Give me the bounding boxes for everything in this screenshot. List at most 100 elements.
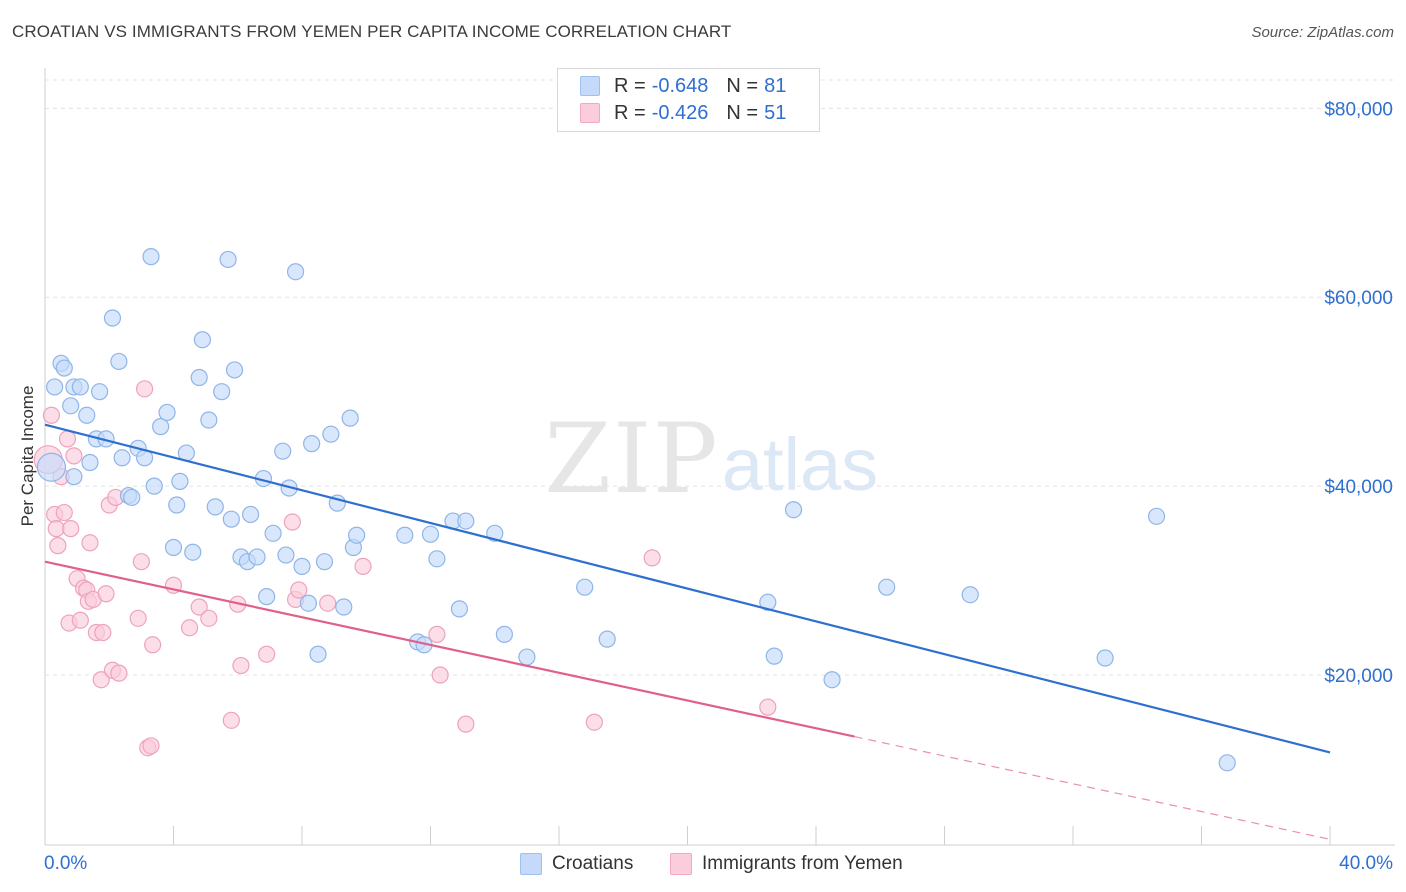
legend-label: Immigrants from Yemen — [702, 853, 903, 874]
data-point — [765, 647, 783, 665]
bottom-legend-croatians[interactable]: Croatians — [520, 851, 633, 877]
data-point — [65, 447, 83, 465]
watermark: ZIP atlas — [544, 403, 878, 515]
data-point — [129, 609, 147, 627]
data-point — [145, 477, 163, 495]
legend-swatch-blue — [520, 853, 542, 875]
legend-r-label: R = — [614, 101, 646, 124]
data-point — [94, 623, 112, 642]
trend-lines — [44, 423, 1331, 840]
data-point — [759, 698, 777, 716]
data-point — [283, 513, 301, 531]
data-point — [784, 501, 803, 519]
data-point — [286, 263, 305, 281]
correlation-legend: R = -0.648 N = 81 R = -0.426 N = 51 — [557, 68, 820, 132]
data-point — [961, 586, 979, 604]
data-point — [450, 600, 469, 618]
data-point — [293, 557, 311, 575]
data-point — [643, 549, 661, 567]
data-point — [1147, 507, 1166, 525]
data-point — [495, 625, 513, 643]
data-point — [428, 550, 446, 568]
data-point — [335, 598, 353, 616]
data-point — [164, 538, 183, 557]
data-point — [322, 425, 340, 443]
data-point — [168, 496, 186, 514]
y-tick-label: $80,000 — [1324, 99, 1393, 120]
trend-line-extension — [854, 736, 1331, 840]
watermark-atlas: atlas — [722, 423, 878, 506]
data-point — [81, 453, 99, 472]
data-point — [184, 543, 202, 561]
data-point — [158, 403, 176, 422]
data-point — [264, 524, 282, 542]
legend-r-value: -0.648 — [651, 74, 709, 97]
data-point — [206, 498, 224, 516]
data-point — [457, 715, 475, 733]
data-point — [348, 526, 366, 544]
data-point — [303, 435, 321, 453]
legend-swatch-pink — [670, 853, 692, 875]
data-point — [457, 512, 475, 530]
data-point — [55, 503, 73, 522]
bottom-legend-yemen[interactable]: Immigrants from Yemen — [670, 851, 903, 877]
trend-line — [44, 423, 1331, 754]
data-point — [144, 636, 162, 654]
y-tick-label: $40,000 — [1324, 477, 1393, 498]
data-point — [180, 619, 199, 637]
data-point — [274, 442, 292, 460]
data-point — [113, 449, 131, 467]
data-point — [142, 248, 160, 266]
legend-n-value: 51 — [764, 101, 787, 124]
data-point — [258, 588, 276, 606]
tick-labels: $20,000 $40,000 $60,000 $80,000 0.0% 40.0% — [44, 99, 1393, 874]
trend-line — [44, 560, 855, 738]
data-point — [42, 406, 61, 424]
chart-title: CROATIAN VS IMMIGRANTS FROM YEMEN PER CA… — [12, 22, 732, 41]
data-point — [92, 671, 110, 689]
data-point — [258, 645, 276, 663]
data-point — [341, 409, 359, 427]
data-point — [55, 359, 73, 377]
data-point — [576, 578, 594, 596]
data-point — [71, 378, 89, 396]
legend-n-label: N = — [726, 74, 759, 97]
data-point — [299, 594, 318, 612]
data-point — [103, 309, 122, 327]
data-point — [396, 526, 414, 544]
legend-n-label: N = — [726, 101, 759, 124]
data-point — [431, 666, 449, 684]
data-point — [152, 418, 170, 436]
x-tick-label: 0.0% — [44, 853, 87, 874]
data-point — [110, 352, 128, 371]
data-point — [62, 397, 80, 415]
legend-swatch-pink — [580, 103, 600, 123]
y-tick-label: $60,000 — [1324, 288, 1393, 309]
data-point — [290, 581, 308, 599]
data-point — [78, 406, 96, 424]
data-point — [65, 468, 83, 486]
data-point — [200, 411, 218, 429]
data-point — [277, 546, 295, 564]
source-label: Source: ZipAtlas.com — [1251, 24, 1394, 41]
data-point — [878, 578, 896, 596]
data-point — [49, 537, 67, 555]
data-point — [58, 430, 77, 448]
data-point — [91, 383, 109, 401]
data-point — [1218, 754, 1236, 772]
y-axis-label: Per Capita Income — [18, 386, 37, 527]
data-point — [319, 594, 337, 612]
data-point — [222, 711, 240, 729]
data-point — [759, 593, 777, 611]
legend-r-value: -0.426 — [651, 101, 709, 124]
data-point — [132, 553, 150, 571]
data-point — [219, 250, 237, 269]
data-point — [225, 361, 244, 379]
data-point — [1096, 649, 1114, 667]
legend-row-yemen: R = -0.426 N = 51 — [580, 100, 786, 126]
data-point — [190, 368, 208, 387]
data-point — [428, 625, 446, 643]
data-point — [47, 520, 65, 538]
data-point — [36, 452, 67, 482]
